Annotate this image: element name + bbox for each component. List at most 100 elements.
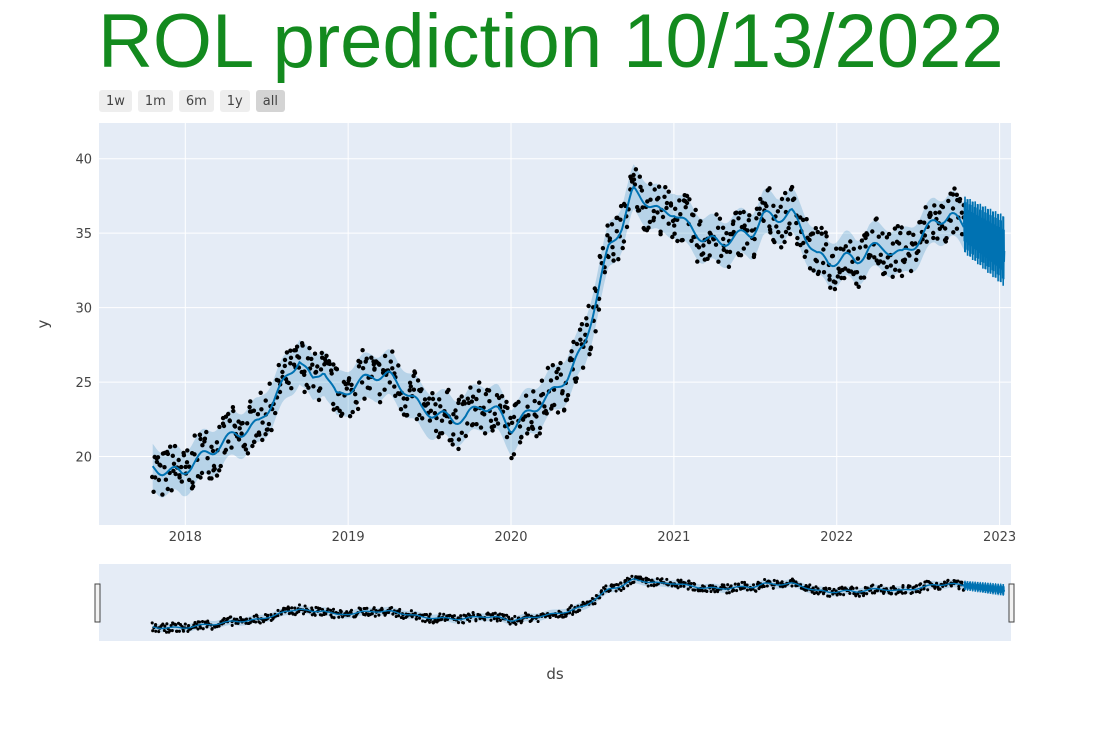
actual-point xyxy=(231,408,236,414)
actual-point xyxy=(772,239,777,245)
actual-point xyxy=(482,431,488,436)
slider-actual-point xyxy=(303,604,307,608)
actual-point xyxy=(407,380,413,385)
actual-point xyxy=(884,235,890,240)
actual-point xyxy=(318,386,323,391)
actual-point xyxy=(245,421,250,426)
actual-point xyxy=(726,264,732,269)
slider-actual-point xyxy=(324,612,328,616)
actual-point xyxy=(499,394,505,399)
actual-point xyxy=(251,439,257,444)
slider-actual-point xyxy=(266,613,270,617)
actual-point xyxy=(198,436,203,442)
actual-point xyxy=(177,475,182,480)
actual-point xyxy=(835,274,840,279)
y-gridlines xyxy=(99,158,1011,458)
actual-point xyxy=(158,463,163,468)
slider-actual-points xyxy=(150,574,966,634)
actual-point xyxy=(918,219,923,225)
range-button-all[interactable]: all xyxy=(255,90,285,112)
range-slider-left-handle[interactable] xyxy=(94,583,101,623)
actual-point xyxy=(331,362,336,367)
slider-actual-point xyxy=(816,592,820,596)
slider-actual-point xyxy=(558,614,562,618)
slider-actual-point xyxy=(339,610,343,614)
actual-point xyxy=(364,356,369,361)
actual-point xyxy=(331,401,336,407)
slider-actual-point xyxy=(421,619,425,623)
slider-actual-point xyxy=(626,584,630,588)
slider-forecast-line xyxy=(963,580,1006,596)
actual-point xyxy=(451,432,456,437)
actual-point xyxy=(260,437,265,443)
actual-point xyxy=(170,453,175,458)
slider-actual-point xyxy=(501,614,505,618)
slider-actual-point xyxy=(413,611,417,615)
actual-point xyxy=(218,463,223,469)
actual-point xyxy=(754,216,759,221)
actual-point xyxy=(950,192,956,197)
actual-point xyxy=(651,208,656,214)
actual-point xyxy=(713,242,719,247)
range-button-1m[interactable]: 1m xyxy=(137,90,173,112)
actual-point xyxy=(707,253,712,258)
range-button-6m[interactable]: 6m xyxy=(178,90,214,112)
actual-point xyxy=(794,220,799,226)
actual-point xyxy=(680,237,685,243)
slider-actual-point xyxy=(433,618,437,622)
actual-point xyxy=(687,197,692,202)
slider-actual-point xyxy=(409,609,413,613)
actual-point xyxy=(247,404,252,410)
actual-point xyxy=(944,236,949,241)
slider-actual-point xyxy=(417,616,422,620)
range-slider-right-handle[interactable] xyxy=(1008,583,1015,623)
slider-actual-point xyxy=(461,621,466,625)
actual-point xyxy=(884,264,890,270)
actual-point xyxy=(534,414,539,419)
slider-actual-point xyxy=(873,591,877,595)
slider-actual-point xyxy=(641,577,645,581)
slider-actual-point xyxy=(391,612,395,616)
actual-point xyxy=(200,443,205,448)
actual-point xyxy=(401,396,406,401)
actual-point xyxy=(428,408,434,413)
slider-actual-point xyxy=(235,617,239,621)
range-slider[interactable] xyxy=(99,564,1011,641)
actual-point xyxy=(672,231,677,236)
actual-point xyxy=(396,363,401,368)
actual-point xyxy=(204,429,209,435)
actual-point xyxy=(815,271,821,277)
slider-actual-point xyxy=(313,613,317,617)
range-button-1w[interactable]: 1w xyxy=(99,90,132,112)
actual-point xyxy=(183,464,188,470)
actual-point xyxy=(282,357,288,363)
actual-point xyxy=(534,434,539,439)
actual-point xyxy=(537,400,542,406)
slider-actual-point xyxy=(170,629,174,633)
slider-actual-point xyxy=(210,627,214,631)
actual-point xyxy=(554,375,560,381)
slider-actual-point xyxy=(154,623,158,627)
slider-actual-point xyxy=(303,609,307,614)
slider-actual-point xyxy=(425,618,430,622)
actual-point xyxy=(786,225,791,231)
actual-point xyxy=(738,253,744,258)
actual-point xyxy=(217,424,222,430)
slider-actual-point xyxy=(889,586,893,590)
actual-point xyxy=(359,380,365,385)
actual-point xyxy=(666,221,671,226)
slider-actual-point xyxy=(168,629,172,633)
actual-point xyxy=(539,378,545,383)
actual-point xyxy=(811,268,816,273)
actual-point xyxy=(788,187,794,192)
main-plot-area[interactable] xyxy=(99,123,1011,525)
slider-actual-point xyxy=(673,584,677,588)
actual-point xyxy=(347,414,353,419)
actual-point xyxy=(855,256,861,261)
actual-point xyxy=(293,348,298,353)
actual-point xyxy=(827,273,832,278)
slider-actual-point xyxy=(790,584,794,588)
range-button-1y[interactable]: 1y xyxy=(219,90,250,112)
slider-actual-point xyxy=(631,581,635,585)
actual-point xyxy=(660,214,666,220)
